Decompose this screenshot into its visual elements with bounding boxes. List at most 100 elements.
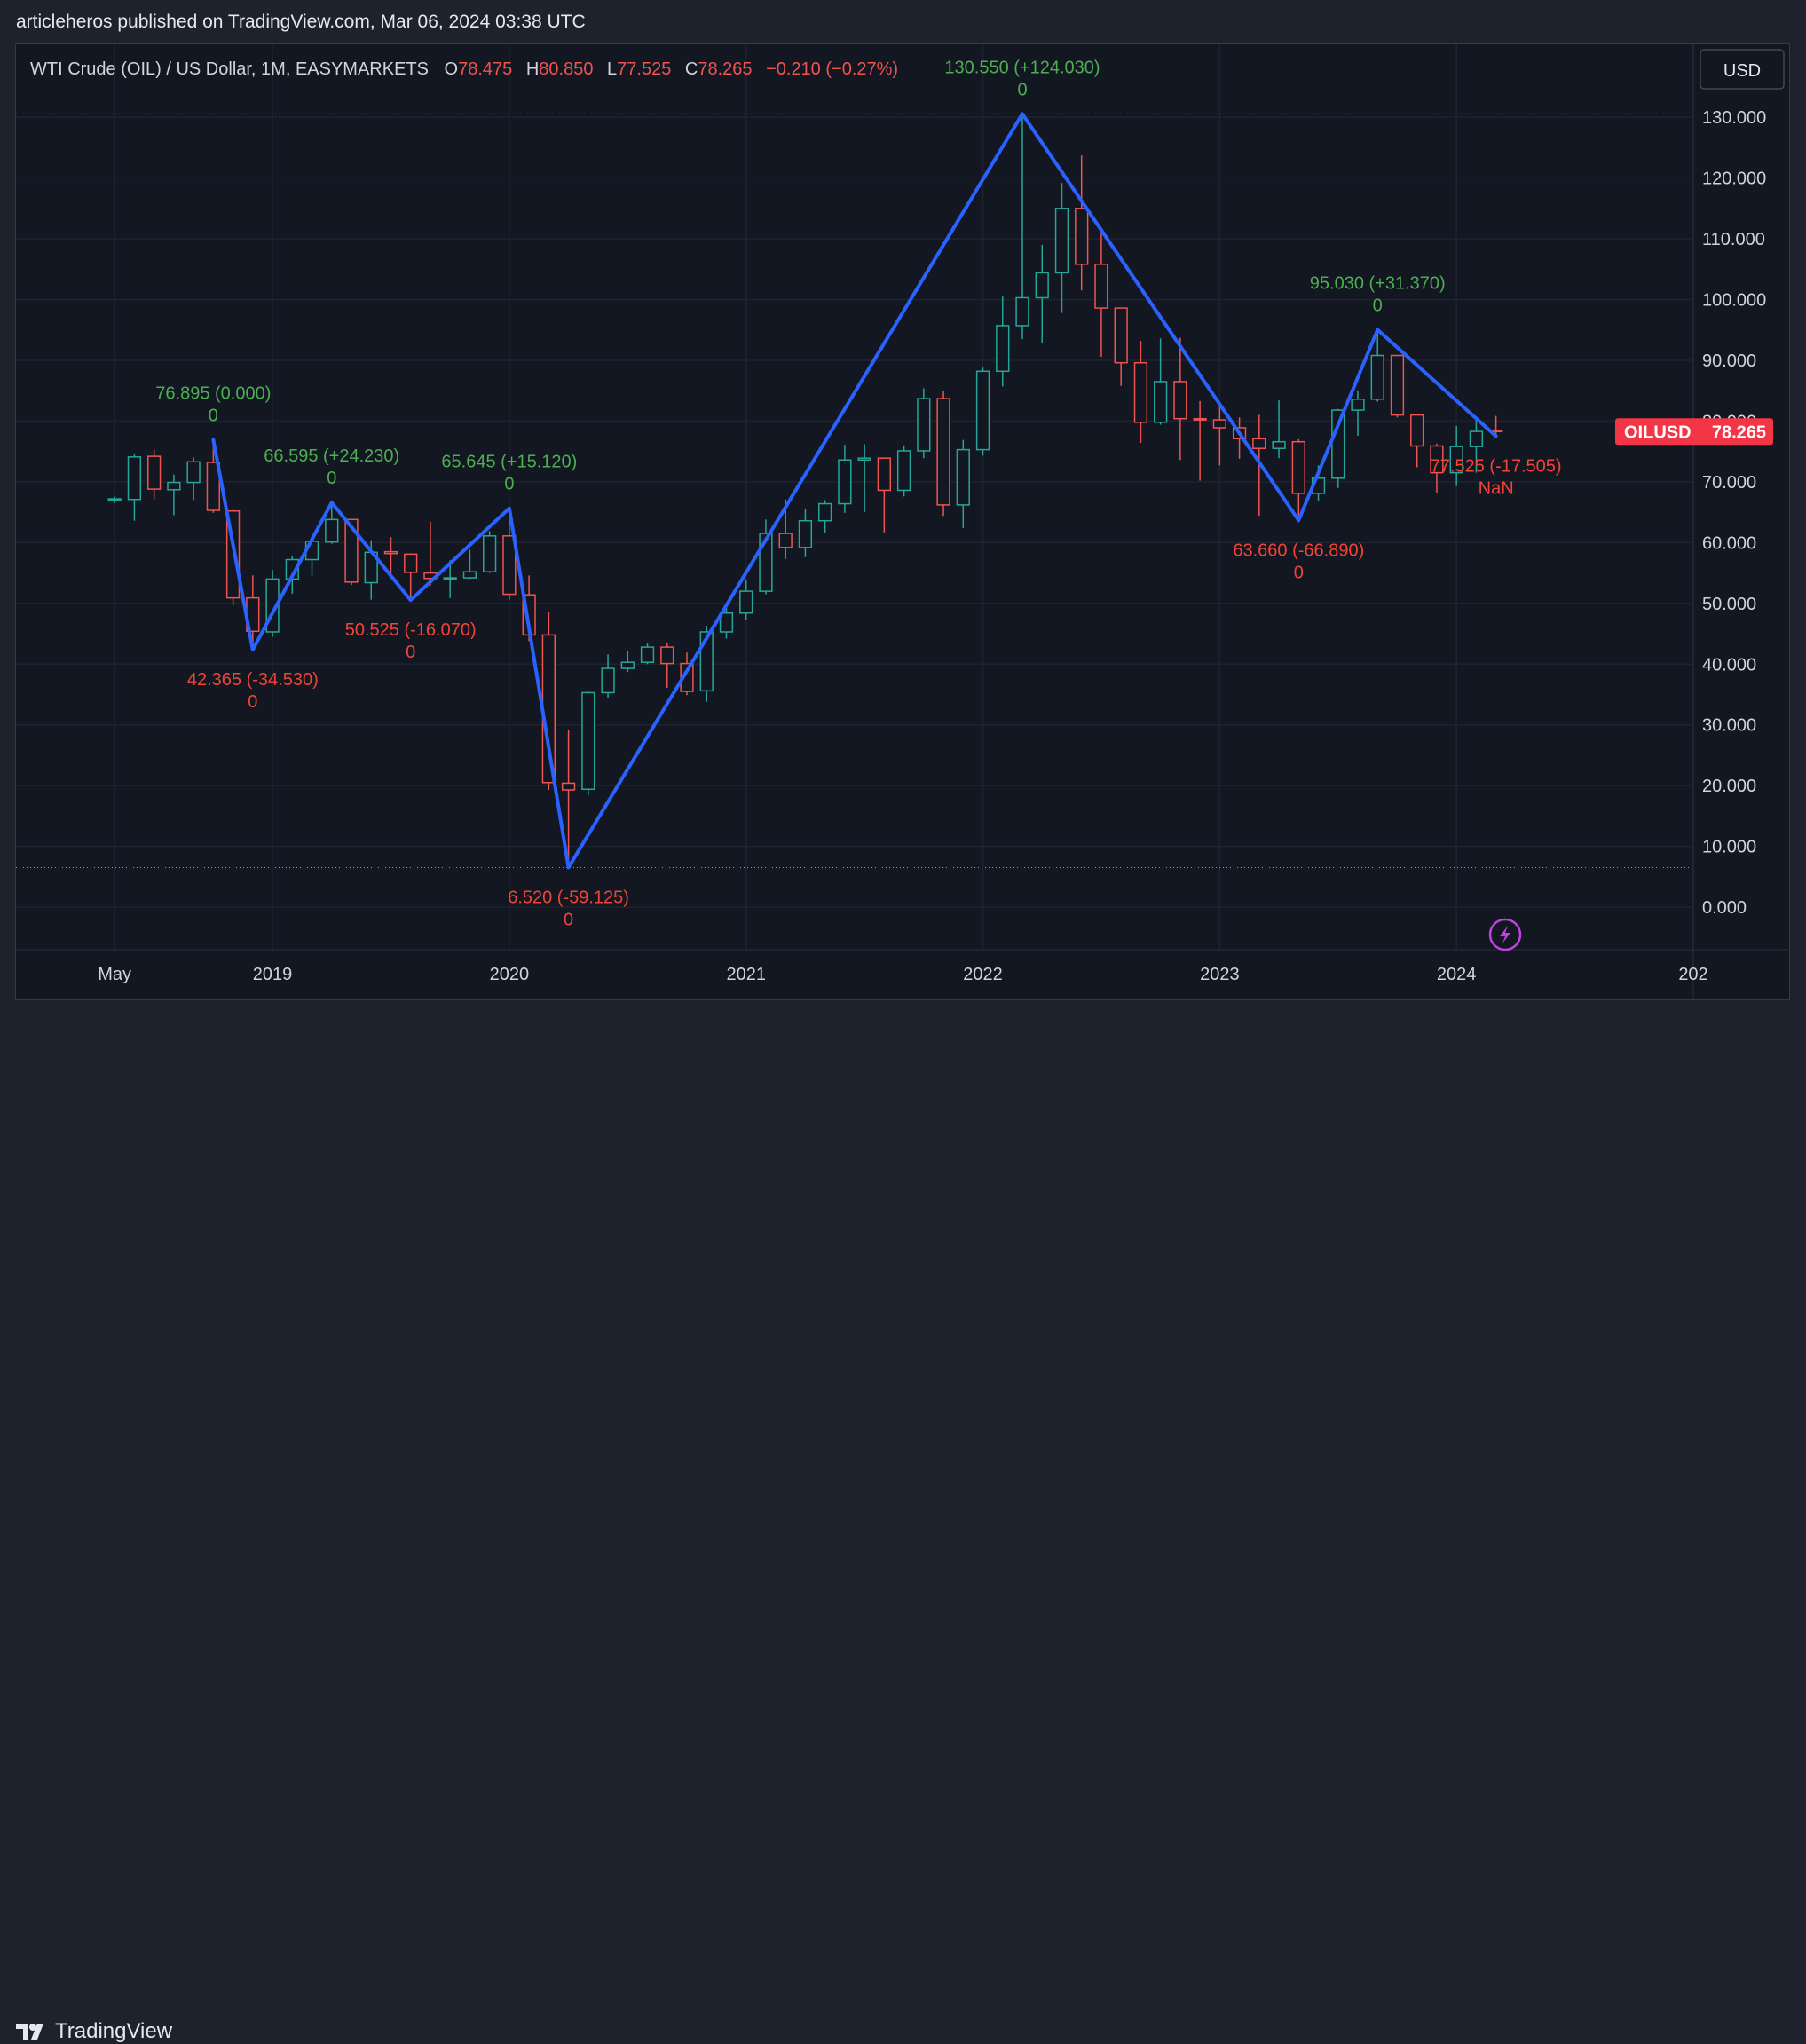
- candle-body: [956, 448, 970, 506]
- candle: [246, 575, 260, 650]
- candle-body: [917, 398, 931, 452]
- price-axis[interactable]: 130.000120.000110.000100.00090.00080.000…: [1702, 108, 1766, 918]
- candle: [798, 509, 813, 557]
- candle: [1133, 341, 1148, 444]
- pivot-label: 66.595 (+24.230): [264, 446, 399, 466]
- currency-button[interactable]: USD: [1700, 49, 1785, 90]
- candle-body: [838, 459, 852, 505]
- candle-body: [778, 533, 793, 548]
- badge-symbol: OILUSD: [1624, 422, 1692, 442]
- candle-body: [541, 634, 556, 784]
- pivot-sub-label: 0: [1294, 563, 1304, 582]
- candle-body: [1430, 445, 1444, 474]
- legend-high-value: 80.850: [539, 59, 593, 79]
- candle: [1272, 400, 1286, 459]
- candle-body: [1252, 438, 1266, 449]
- publisher-attribution: articleheros published on TradingView.co…: [16, 12, 586, 32]
- candlestick-series: [107, 114, 1503, 868]
- x-tick-label: 2020: [490, 965, 530, 984]
- candle-body: [1331, 409, 1345, 479]
- candle: [1469, 417, 1484, 473]
- candle-body: [975, 370, 990, 451]
- tradingview-logo[interactable]: TradingView: [16, 2019, 172, 2044]
- candle: [1351, 391, 1365, 436]
- candle: [404, 553, 418, 601]
- pivot-label: 130.550 (+124.030): [944, 58, 1100, 77]
- candle-body: [1212, 419, 1226, 429]
- candle-body: [443, 577, 457, 580]
- candle-body: [147, 455, 162, 490]
- candle-body: [383, 550, 398, 555]
- candle-body: [1469, 430, 1484, 447]
- chart-svg[interactable]: 76.895 (0.000)042.365 (-34.530)066.595 (…: [16, 44, 1789, 999]
- time-axis[interactable]: May 2019 2020 2021 2022 2023 2024 202: [98, 965, 1707, 984]
- pivot-labels: 76.895 (0.000)042.365 (-34.530)066.595 (…: [155, 58, 1561, 929]
- candle-body: [1133, 361, 1148, 423]
- candle-body: [1054, 208, 1069, 274]
- candle-body: [1114, 307, 1128, 364]
- candle-body: [857, 457, 871, 461]
- candle: [896, 445, 911, 497]
- candle-body: [620, 661, 635, 669]
- candle-body: [483, 535, 497, 572]
- candle-body: [502, 535, 517, 596]
- legend-open-label: O: [445, 59, 459, 79]
- candle-body: [1094, 264, 1108, 309]
- candle-body: [1015, 296, 1029, 327]
- candle: [325, 502, 339, 544]
- candle-body: [206, 462, 220, 511]
- y-tick-label: 70.000: [1702, 473, 1756, 493]
- legend-low-value: 77.525: [617, 59, 671, 79]
- candle: [956, 439, 970, 528]
- pivot-sub-label: 0: [1017, 80, 1027, 99]
- candle: [739, 580, 753, 620]
- candle: [877, 457, 891, 533]
- candle: [1449, 425, 1463, 486]
- pivot-sub-label: 0: [209, 406, 218, 426]
- candle: [1370, 329, 1384, 402]
- x-tick-label: 2019: [253, 965, 293, 984]
- candle: [660, 643, 674, 688]
- pivot-sub-label: 0: [406, 643, 415, 662]
- candle-body: [1075, 208, 1089, 265]
- pivot-label: 6.520 (-59.125): [508, 888, 629, 907]
- candle-body: [1272, 440, 1286, 449]
- y-tick-label: 10.000: [1702, 838, 1756, 857]
- candle: [1154, 338, 1168, 425]
- candle-body: [1173, 381, 1187, 420]
- candle-body: [1035, 272, 1049, 299]
- x-tick-label: 2021: [726, 965, 766, 984]
- zigzag-line: [211, 112, 1498, 870]
- candle: [1212, 405, 1226, 466]
- candle: [1094, 233, 1108, 357]
- chart-frame[interactable]: 76.895 (0.000) 0 42.365 (-34.530) 0 66.595 (…: [15, 43, 1790, 1000]
- legend-change: −0.210 (−0.27%): [766, 59, 898, 79]
- x-tick-label: 202: [1678, 965, 1707, 984]
- badge-value: 78.265: [1712, 422, 1766, 442]
- candle-body: [325, 518, 339, 543]
- lightning-icon[interactable]: [1488, 918, 1522, 951]
- candle: [620, 651, 635, 673]
- candle-body: [581, 691, 595, 791]
- legend-close-value: 78.265: [698, 59, 752, 79]
- candle: [1193, 400, 1207, 481]
- candle: [1390, 354, 1405, 418]
- currency-label: USD: [1723, 61, 1761, 81]
- candle-body: [561, 782, 576, 791]
- pivot-label: 50.525 (-16.070): [345, 620, 477, 640]
- candle-body: [739, 590, 753, 614]
- candle-body: [896, 450, 911, 492]
- pivot-sub-label: 0: [504, 475, 514, 494]
- header-bar: articleheros published on TradingView.co…: [0, 0, 1806, 44]
- candle-body: [996, 325, 1010, 373]
- y-tick-label: 0.000: [1702, 898, 1747, 918]
- last-price-badge: OILUSD 78.265: [1615, 418, 1773, 446]
- legend-high-label: H: [526, 59, 539, 79]
- candle: [917, 388, 931, 459]
- candle: [107, 496, 122, 503]
- candle: [483, 531, 497, 573]
- candle: [1430, 443, 1444, 493]
- pivot-label: 77.525 (-17.505): [1431, 456, 1562, 476]
- candle: [581, 691, 595, 796]
- legend-line: WTI Crude (OIL) / US Dollar, 1M, EASYMAR…: [30, 59, 898, 79]
